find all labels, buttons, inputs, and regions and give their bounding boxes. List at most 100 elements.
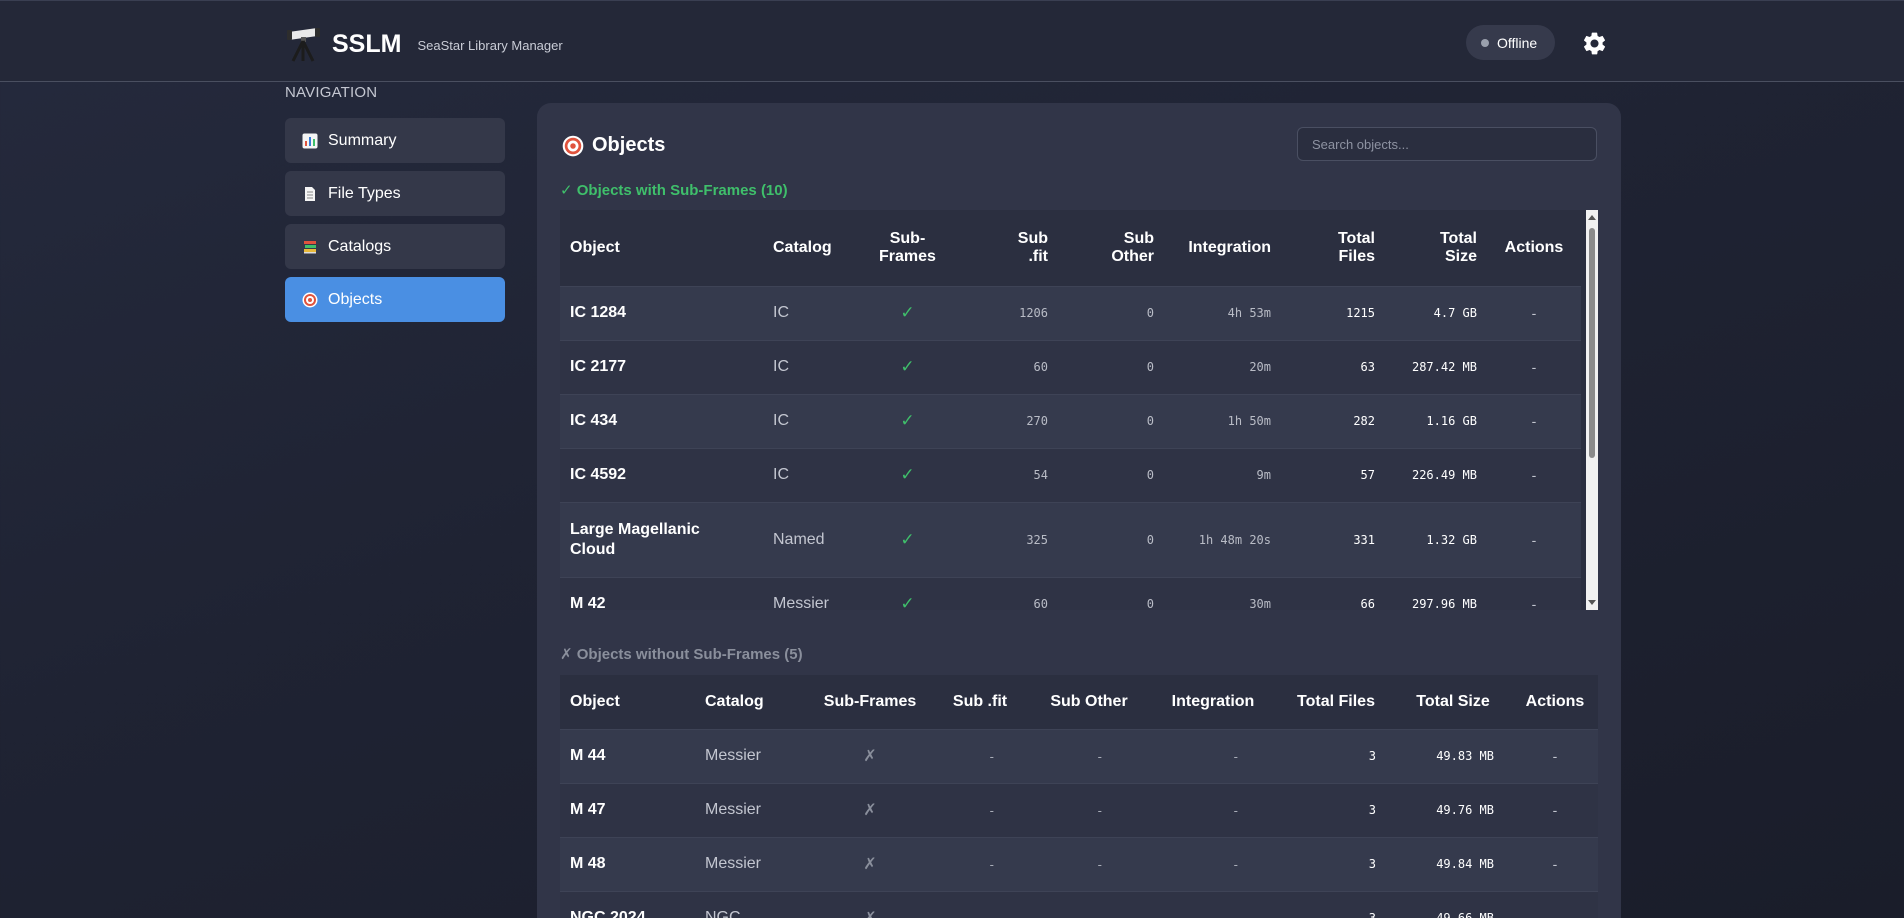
catalog-cell: IC	[773, 304, 789, 321]
app-header: SSLM SeaStar Library Manager Offline	[0, 0, 1904, 82]
column-header[interactable]: Total Files	[1337, 229, 1375, 265]
sidebar-item-catalogs[interactable]: Catalogs	[285, 224, 505, 269]
actions-cell: -	[1552, 802, 1558, 818]
total-size-cell: 49.76 MB	[1436, 803, 1494, 817]
integration-cell: -	[1233, 802, 1238, 818]
sub-other-cell: 0	[1146, 468, 1154, 482]
total-files-cell: 66	[1360, 597, 1375, 610]
subframes-cross-icon: ✗	[810, 891, 930, 918]
sub-fit-cell: -	[989, 748, 994, 764]
column-header[interactable]: Actions	[1504, 238, 1564, 256]
sidebar-item-label: Summary	[328, 131, 397, 149]
books-icon	[304, 240, 316, 253]
page-title-text: Objects	[592, 134, 666, 156]
scroll-up-arrow-icon[interactable]	[1588, 215, 1596, 220]
total-size-cell: 287.42 MB	[1411, 360, 1477, 374]
table-scrollbar[interactable]	[1586, 210, 1598, 610]
gear-icon[interactable]	[1581, 30, 1608, 57]
subframes-cross-icon: ✗	[863, 802, 877, 819]
table-row[interactable]: IC 434 IC ✓ 270 0 1h 50m 282 1.16 GB -	[560, 394, 1581, 448]
sub-fit-cell: 325	[1026, 532, 1048, 547]
sub-fit-cell: 60	[1033, 597, 1048, 610]
actions-cell: -	[1552, 856, 1558, 872]
column-header[interactable]: Total Size	[1439, 229, 1477, 265]
total-size-cell: 49.66 MB	[1394, 891, 1512, 918]
table-header-row: Object Catalog Sub-Frames Sub .fit Sub O…	[560, 210, 1581, 286]
telescope-icon	[287, 28, 320, 62]
object-name: IC 1284	[570, 304, 627, 321]
table-row[interactable]: M 48 Messier ✗ - - - 3 49.84 MB -	[560, 837, 1598, 891]
total-size-cell: 4.7 GB	[1433, 306, 1477, 320]
page-title: Objects	[562, 134, 665, 157]
total-files-cell: 1215	[1346, 306, 1375, 320]
total-size-cell: 226.49 MB	[1411, 468, 1477, 482]
total-files-cell: 3	[1278, 891, 1394, 918]
scrollbar-thumb[interactable]	[1589, 228, 1595, 458]
table-row[interactable]: IC 1284 IC ✓ 1206 0 4h 53m 1215 4.7 GB -	[560, 286, 1581, 340]
column-header[interactable]: Sub Other	[1050, 692, 1128, 710]
sub-other-cell: -	[1030, 891, 1148, 918]
actions-cell: -	[1531, 531, 1537, 548]
table-row[interactable]: M 47 Messier ✗ - - - 3 49.76 MB -	[560, 783, 1598, 837]
total-size-cell: 1.16 GB	[1426, 414, 1477, 428]
column-header[interactable]: Catalog	[705, 692, 764, 710]
integration-cell: 20m	[1249, 360, 1271, 374]
status-text: Offline	[1497, 34, 1538, 51]
column-header[interactable]: Integration	[1171, 692, 1255, 710]
section-heading-without-subframes: ✗ Objects without Sub-Frames (5)	[560, 646, 803, 663]
sub-fit-cell: -	[989, 856, 994, 872]
sidebar-item-summary[interactable]: Summary	[285, 118, 505, 163]
total-size-cell: 297.96 MB	[1411, 597, 1477, 610]
objects-with-subframes-table: Object Catalog Sub-Frames Sub .fit Sub O…	[560, 210, 1581, 610]
app-subtitle: SeaStar Library Manager	[417, 37, 563, 53]
connection-status-badge: Offline	[1466, 25, 1555, 60]
table-row[interactable]: M 44 Messier ✗ - - - 3 49.83 MB -	[560, 729, 1598, 783]
column-header[interactable]: Sub-Frames	[879, 229, 936, 265]
sub-other-cell: -	[1097, 856, 1102, 872]
sub-fit-cell: -	[930, 891, 1030, 918]
column-header[interactable]: Total Files	[1297, 692, 1375, 710]
table-row[interactable]: IC 4592 IC ✓ 54 0 9m 57 226.49 MB -	[560, 448, 1581, 502]
column-header[interactable]: Total Size	[1416, 692, 1490, 710]
sub-other-cell: 0	[1146, 306, 1154, 320]
sub-other-cell: 0	[1146, 597, 1154, 610]
column-header[interactable]: Sub-Frames	[823, 692, 917, 710]
column-header[interactable]: Actions	[1525, 692, 1585, 710]
table-row[interactable]: M 42 Messier ✓ 60 0 30m 66 297.96 MB -	[560, 577, 1581, 610]
table-row[interactable]: NGC 2024 NGC ✗ - - - 3 49.66 MB -	[560, 891, 1598, 918]
actions-cell: -	[1531, 596, 1537, 610]
catalog-cell: Messier	[705, 801, 762, 818]
column-header[interactable]: Sub .fit	[952, 692, 1008, 710]
integration-cell: 1h 48m 20s	[1198, 532, 1271, 547]
sub-other-cell: -	[1097, 802, 1102, 818]
sidebar-item-objects[interactable]: Objects	[285, 277, 505, 322]
object-name: NGC 2024	[570, 909, 646, 918]
search-input[interactable]	[1297, 127, 1597, 161]
section-heading-with-subframes: ✓ Objects with Sub-Frames (10)	[560, 182, 788, 199]
chart-icon	[302, 133, 318, 148]
catalog-cell: Messier	[773, 595, 830, 610]
subframes-check-icon: ✓	[900, 465, 915, 484]
actions-cell: -	[1531, 467, 1537, 483]
total-files-cell: 282	[1353, 414, 1375, 428]
column-header[interactable]: Object	[570, 238, 620, 256]
sub-other-cell: 0	[1146, 360, 1154, 374]
total-size-cell: 1.32 GB	[1426, 532, 1477, 547]
column-header[interactable]: Sub .fit	[1017, 229, 1048, 265]
column-header[interactable]: Integration	[1188, 238, 1271, 256]
sidebar-item-file-types[interactable]: File Types	[285, 171, 505, 216]
total-files-cell: 63	[1360, 360, 1375, 374]
sidebar-item-label: File Types	[328, 184, 401, 202]
integration-cell: -	[1148, 891, 1278, 918]
column-header[interactable]: Catalog	[773, 238, 832, 256]
column-header[interactable]: Object	[570, 692, 620, 710]
column-header[interactable]: Sub Other	[1111, 229, 1154, 265]
objects-with-subframes-table-container[interactable]: Object Catalog Sub-Frames Sub .fit Sub O…	[560, 210, 1598, 610]
table-row[interactable]: IC 2177 IC ✓ 60 0 20m 63 287.42 MB -	[560, 340, 1581, 394]
scroll-down-arrow-icon[interactable]	[1588, 600, 1596, 605]
table-row[interactable]: Large Magellanic Cloud Named ✓ 325 0 1h …	[560, 502, 1581, 577]
integration-cell: -	[1233, 856, 1238, 872]
sidebar-item-label: Objects	[328, 290, 383, 308]
sub-fit-cell: -	[989, 802, 994, 818]
object-name: M 44	[570, 747, 606, 764]
